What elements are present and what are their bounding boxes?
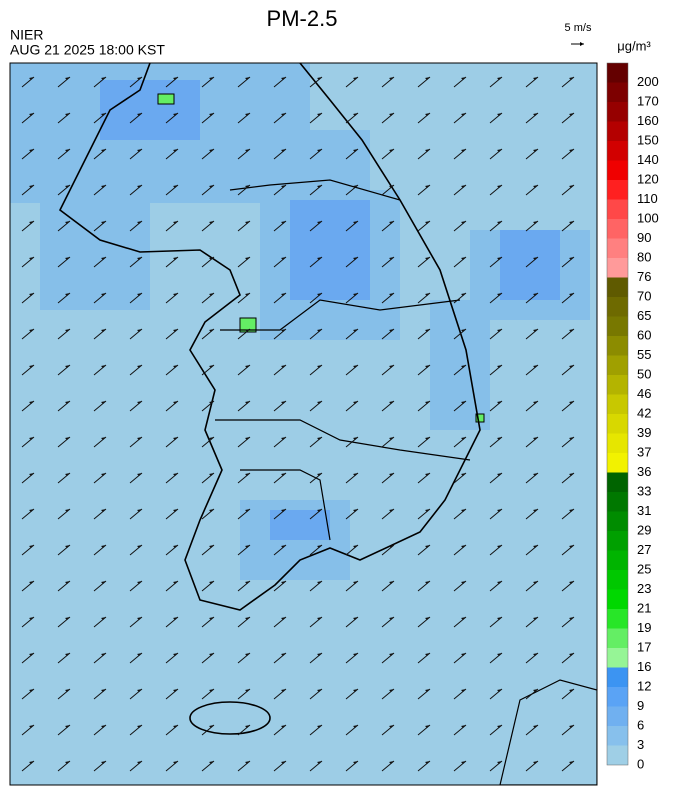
colorbar-unit: μg/m³ [617,38,651,53]
colorbar-swatch [607,453,628,473]
colorbar-swatch [607,726,628,746]
colorbar-label: 110 [637,191,658,206]
colorbar-label: 55 [637,347,651,362]
colorbar-swatch [607,141,628,161]
colorbar-swatch [607,667,628,687]
colorbar-label: 140 [637,152,659,167]
colorbar-swatch [607,219,628,239]
colorbar-swatch [607,609,628,629]
colorbar-label: 25 [637,561,651,576]
colorbar-label: 36 [637,464,651,479]
colorbar-swatch [607,472,628,492]
colorbar-label: 17 [637,639,651,654]
colorbar-label: 31 [637,503,651,518]
colorbar-swatch [607,628,628,648]
colorbar-swatch [607,492,628,512]
colorbar-label: 200 [637,74,659,89]
colorbar-label: 76 [637,269,651,284]
colorbar-label: 46 [637,386,651,401]
colorbar-label: 90 [637,230,651,245]
colorbar-frame [606,62,629,766]
colorbar-label: 120 [637,171,659,186]
colorbar-swatch [607,375,628,395]
colorbar-label: 33 [637,483,651,498]
colorbar-label: 70 [637,288,651,303]
colorbar-label: 150 [637,132,659,147]
colorbar-label: 0 [637,756,644,771]
colorbar-swatch [607,336,628,356]
colorbar-label: 37 [637,444,651,459]
colorbar-swatch [607,570,628,590]
colorbar-label: 29 [637,522,651,537]
wind-scale-label: 5 m/s [565,22,592,34]
colorbar-label: 27 [637,542,651,557]
colorbar-swatch [607,433,628,453]
colorbar-swatch [607,745,628,765]
colorbar-swatch [607,531,628,551]
colorbar-swatch [607,180,628,200]
colorbar: 0369121617192123252729313336373942465055… [606,62,659,771]
agency: NIER [10,27,43,43]
colorbar-swatch [607,648,628,668]
colorbar-label: 60 [637,327,651,342]
colorbar-swatch [607,82,628,102]
colorbar-swatch [607,102,628,122]
colorbar-label: 170 [637,93,659,108]
colorbar-swatch [607,550,628,570]
colorbar-swatch [607,297,628,317]
wind-scale-arrow [571,42,584,46]
colorbar-swatch [607,277,628,297]
colorbar-label: 9 [637,698,644,713]
colorbar-label: 65 [637,308,651,323]
colorbar-label: 160 [637,113,659,128]
colorbar-swatch [607,687,628,707]
wind-vectors [10,63,597,785]
colorbar-label: 39 [637,425,651,440]
map [10,63,597,785]
colorbar-swatch [607,394,628,414]
colorbar-label: 16 [637,659,651,674]
map-frame [9,62,598,786]
colorbar-swatch [607,63,628,83]
colorbar-label: 6 [637,717,644,732]
colorbar-label: 19 [637,620,651,635]
colorbar-label: 21 [637,600,651,615]
colorbar-swatch [607,355,628,375]
map-title: PM-2.5 [267,6,338,31]
colorbar-swatch [607,160,628,180]
colorbar-swatch [607,589,628,609]
colorbar-swatch [607,511,628,531]
colorbar-label: 42 [637,405,651,420]
colorbar-swatch [607,199,628,219]
colorbar-swatch [607,258,628,278]
colorbar-swatch [607,706,628,726]
colorbar-label: 12 [637,678,651,693]
colorbar-swatch [607,238,628,258]
colorbar-swatch [607,121,628,141]
colorbar-label: 23 [637,581,651,596]
colorbar-label: 100 [637,210,659,225]
colorbar-swatch [607,316,628,336]
colorbar-swatch [607,414,628,434]
timestamp: AUG 21 2025 18:00 KST [10,42,165,58]
colorbar-label: 50 [637,366,651,381]
colorbar-label: 3 [637,737,644,752]
colorbar-label: 80 [637,249,651,264]
